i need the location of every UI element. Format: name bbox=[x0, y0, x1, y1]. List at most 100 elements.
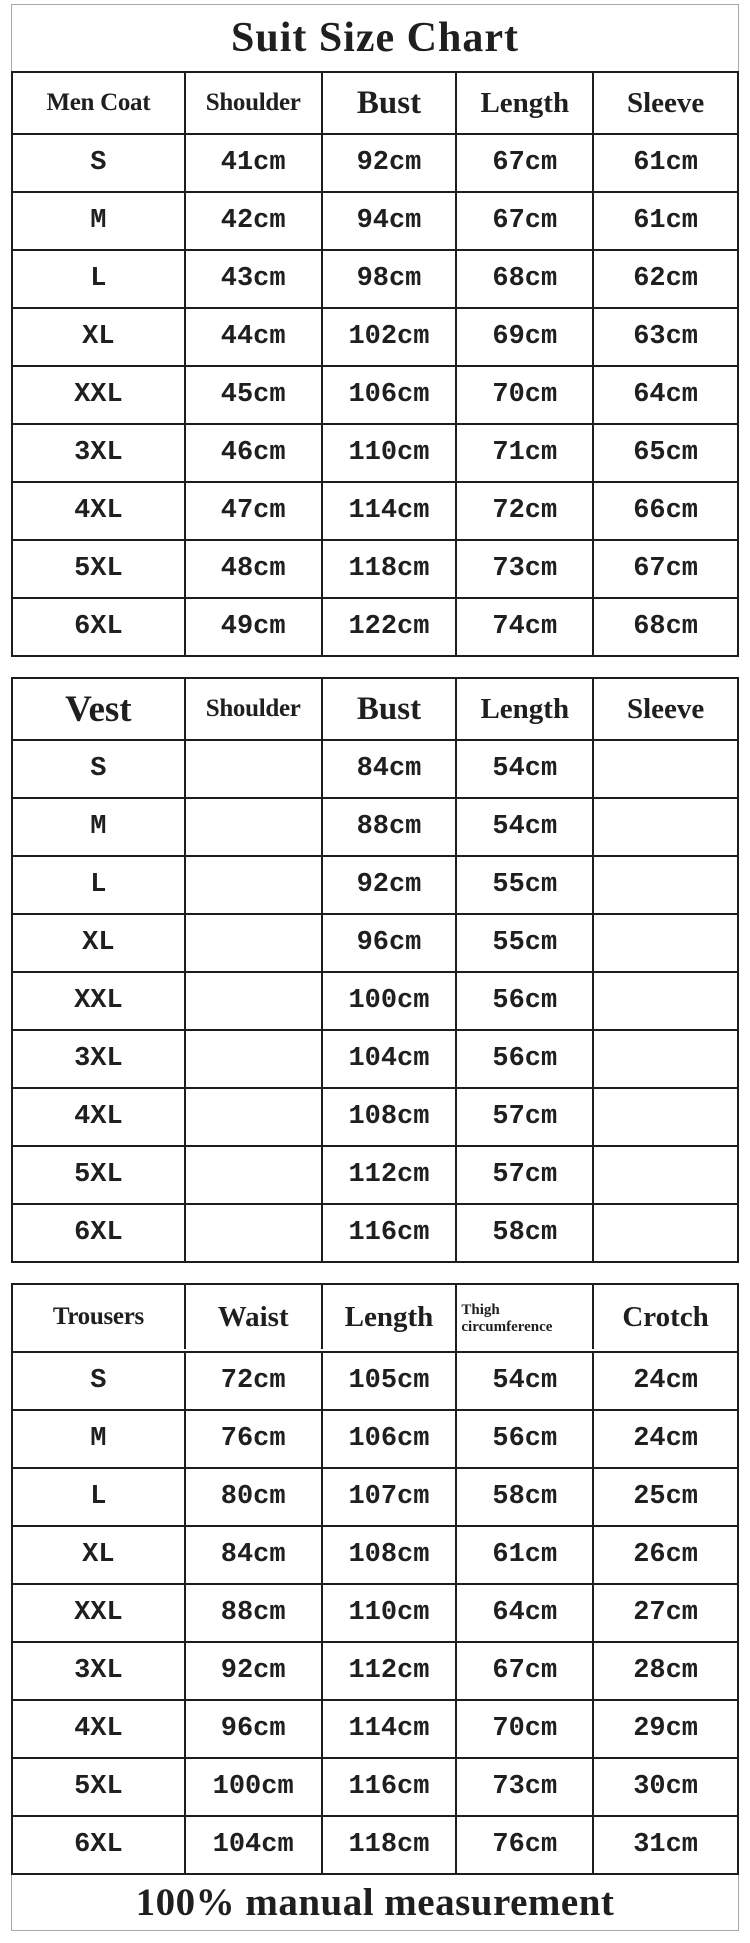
vest-xxl-vest: XXL bbox=[74, 986, 123, 1016]
trousers-row-xxl: XXL 88cm 110cm 64cm 27cm bbox=[13, 1583, 737, 1641]
vest-4xl-sleeve bbox=[592, 1089, 737, 1145]
measurement-note: 100% manual measurement bbox=[135, 1881, 615, 1924]
vest-4xl-vest: 4XL bbox=[74, 1102, 123, 1132]
men-coat-row-6xl: 6XL 49cm 122cm 74cm 68cm bbox=[13, 597, 737, 655]
men-coat-4xl-length: 72cm bbox=[455, 483, 592, 539]
trousers-s-thigh-circumference: 54cm bbox=[455, 1353, 592, 1409]
vest-xxl-sleeve bbox=[592, 973, 737, 1029]
page-title: Suit Size Chart bbox=[231, 15, 519, 61]
vest-m-sleeve bbox=[592, 799, 737, 855]
trousers-6xl-crotch: 31cm bbox=[592, 1817, 737, 1873]
trousers-5xl-length: 116cm bbox=[320, 1759, 456, 1815]
men-coat-l-shoulder: 43cm bbox=[183, 251, 321, 307]
men-coat-6xl-bust: 122cm bbox=[320, 599, 456, 655]
men-coat-xxl-length: 70cm bbox=[455, 367, 592, 423]
vest-table: Vest Shoulder Bust Length Sleeve S 84cm 54cm M 88… bbox=[11, 677, 739, 1263]
vest-6xl-bust: 116cm bbox=[320, 1205, 456, 1261]
vest-header-shoulder: Shoulder bbox=[183, 679, 321, 739]
trousers-xl-waist: 84cm bbox=[183, 1527, 321, 1583]
vest-header-vest: Vest bbox=[65, 688, 132, 730]
vest-m-length: 54cm bbox=[455, 799, 592, 855]
men-coat-row-3xl: 3XL 46cm 110cm 71cm 65cm bbox=[13, 423, 737, 481]
trousers-m-thigh-circumference: 56cm bbox=[455, 1411, 592, 1467]
trousers-xxl-waist: 88cm bbox=[183, 1585, 321, 1641]
trousers-3xl-trousers: 3XL bbox=[74, 1656, 123, 1686]
men-coat-5xl-sleeve: 67cm bbox=[592, 541, 737, 597]
vest-row-4xl: 4XL 108cm 57cm bbox=[13, 1087, 737, 1145]
men-coat-4xl-sleeve: 66cm bbox=[592, 483, 737, 539]
men-coat-s-bust: 92cm bbox=[320, 135, 456, 191]
vest-6xl-vest: 6XL bbox=[74, 1218, 123, 1248]
vest-5xl-length: 57cm bbox=[455, 1147, 592, 1203]
vest-m-bust: 88cm bbox=[320, 799, 456, 855]
vest-4xl-bust: 108cm bbox=[320, 1089, 456, 1145]
trousers-row-s: S 72cm 105cm 54cm 24cm bbox=[13, 1351, 737, 1409]
trousers-header-thigh-circumference: Thigh circumference bbox=[455, 1285, 592, 1351]
vest-row-s: S 84cm 54cm bbox=[13, 739, 737, 797]
men-coat-m-men-coat: M bbox=[90, 206, 107, 236]
men-coat-3xl-bust: 110cm bbox=[320, 425, 456, 481]
men-coat-header-length: Length bbox=[455, 73, 592, 133]
trousers-row-xl: XL 84cm 108cm 61cm 26cm bbox=[13, 1525, 737, 1583]
men-coat-6xl-shoulder: 49cm bbox=[183, 599, 321, 655]
trousers-6xl-thigh-circumference: 76cm bbox=[455, 1817, 592, 1873]
vest-s-vest: S bbox=[90, 754, 107, 784]
trousers-l-length: 107cm bbox=[320, 1469, 456, 1525]
men-coat-l-men-coat: L bbox=[90, 264, 107, 294]
vest-6xl-sleeve bbox=[592, 1205, 737, 1261]
men-coat-s-shoulder: 41cm bbox=[183, 135, 321, 191]
men-coat-m-sleeve: 61cm bbox=[592, 193, 737, 249]
men-coat-m-bust: 94cm bbox=[320, 193, 456, 249]
vest-5xl-bust: 112cm bbox=[320, 1147, 456, 1203]
men-coat-5xl-bust: 118cm bbox=[320, 541, 456, 597]
vest-s-bust: 84cm bbox=[320, 741, 456, 797]
trousers-m-length: 106cm bbox=[320, 1411, 456, 1467]
trousers-row-4xl: 4XL 96cm 114cm 70cm 29cm bbox=[13, 1699, 737, 1757]
men-coat-xxl-shoulder: 45cm bbox=[183, 367, 321, 423]
men-coat-3xl-shoulder: 46cm bbox=[183, 425, 321, 481]
men-coat-xl-shoulder: 44cm bbox=[183, 309, 321, 365]
vest-l-vest: L bbox=[90, 870, 107, 900]
trousers-l-thigh-circumference: 58cm bbox=[455, 1469, 592, 1525]
vest-xl-vest: XL bbox=[82, 928, 115, 958]
trousers-header-row: Trousers Waist Length Thigh circumference Cr… bbox=[13, 1285, 737, 1351]
trousers-6xl-trousers: 6XL bbox=[74, 1830, 123, 1860]
trousers-row-6xl: 6XL 104cm 118cm 76cm 31cm bbox=[13, 1815, 737, 1873]
men-coat-row-l: L 43cm 98cm 68cm 62cm bbox=[13, 249, 737, 307]
men-coat-header-shoulder: Shoulder bbox=[183, 73, 321, 133]
vest-3xl-sleeve bbox=[592, 1031, 737, 1087]
vest-row-3xl: 3XL 104cm 56cm bbox=[13, 1029, 737, 1087]
trousers-l-waist: 80cm bbox=[183, 1469, 321, 1525]
men-coat-6xl-men-coat: 6XL bbox=[74, 612, 123, 642]
men-coat-3xl-men-coat: 3XL bbox=[74, 438, 123, 468]
trousers-l-trousers: L bbox=[90, 1482, 107, 1512]
vest-header-length: Length bbox=[455, 679, 592, 739]
trousers-3xl-crotch: 28cm bbox=[592, 1643, 737, 1699]
trousers-row-m: M 76cm 106cm 56cm 24cm bbox=[13, 1409, 737, 1467]
vest-xl-sleeve bbox=[592, 915, 737, 971]
vest-m-vest: M bbox=[90, 812, 107, 842]
vest-s-sleeve bbox=[592, 741, 737, 797]
vest-3xl-length: 56cm bbox=[455, 1031, 592, 1087]
vest-s-length: 54cm bbox=[455, 741, 592, 797]
vest-header-bust: Bust bbox=[320, 679, 456, 739]
trousers-s-crotch: 24cm bbox=[592, 1353, 737, 1409]
men-coat-row-4xl: 4XL 47cm 114cm 72cm 66cm bbox=[13, 481, 737, 539]
trousers-xxl-crotch: 27cm bbox=[592, 1585, 737, 1641]
vest-l-bust: 92cm bbox=[320, 857, 456, 913]
vest-xxl-shoulder bbox=[183, 973, 321, 1029]
men-coat-s-length: 67cm bbox=[455, 135, 592, 191]
men-coat-row-xxl: XXL 45cm 106cm 70cm 64cm bbox=[13, 365, 737, 423]
trousers-row-l: L 80cm 107cm 58cm 25cm bbox=[13, 1467, 737, 1525]
trousers-xxl-length: 110cm bbox=[320, 1585, 456, 1641]
men-coat-4xl-men-coat: 4XL bbox=[74, 496, 123, 526]
vest-3xl-shoulder bbox=[183, 1031, 321, 1087]
vest-row-m: M 88cm 54cm bbox=[13, 797, 737, 855]
trousers-xl-thigh-circumference: 61cm bbox=[455, 1527, 592, 1583]
title-box: Suit Size Chart bbox=[11, 4, 739, 71]
men-coat-xl-sleeve: 63cm bbox=[592, 309, 737, 365]
men-coat-header-sleeve: Sleeve bbox=[592, 73, 737, 133]
trousers-row-5xl: 5XL 100cm 116cm 73cm 30cm bbox=[13, 1757, 737, 1815]
vest-3xl-bust: 104cm bbox=[320, 1031, 456, 1087]
